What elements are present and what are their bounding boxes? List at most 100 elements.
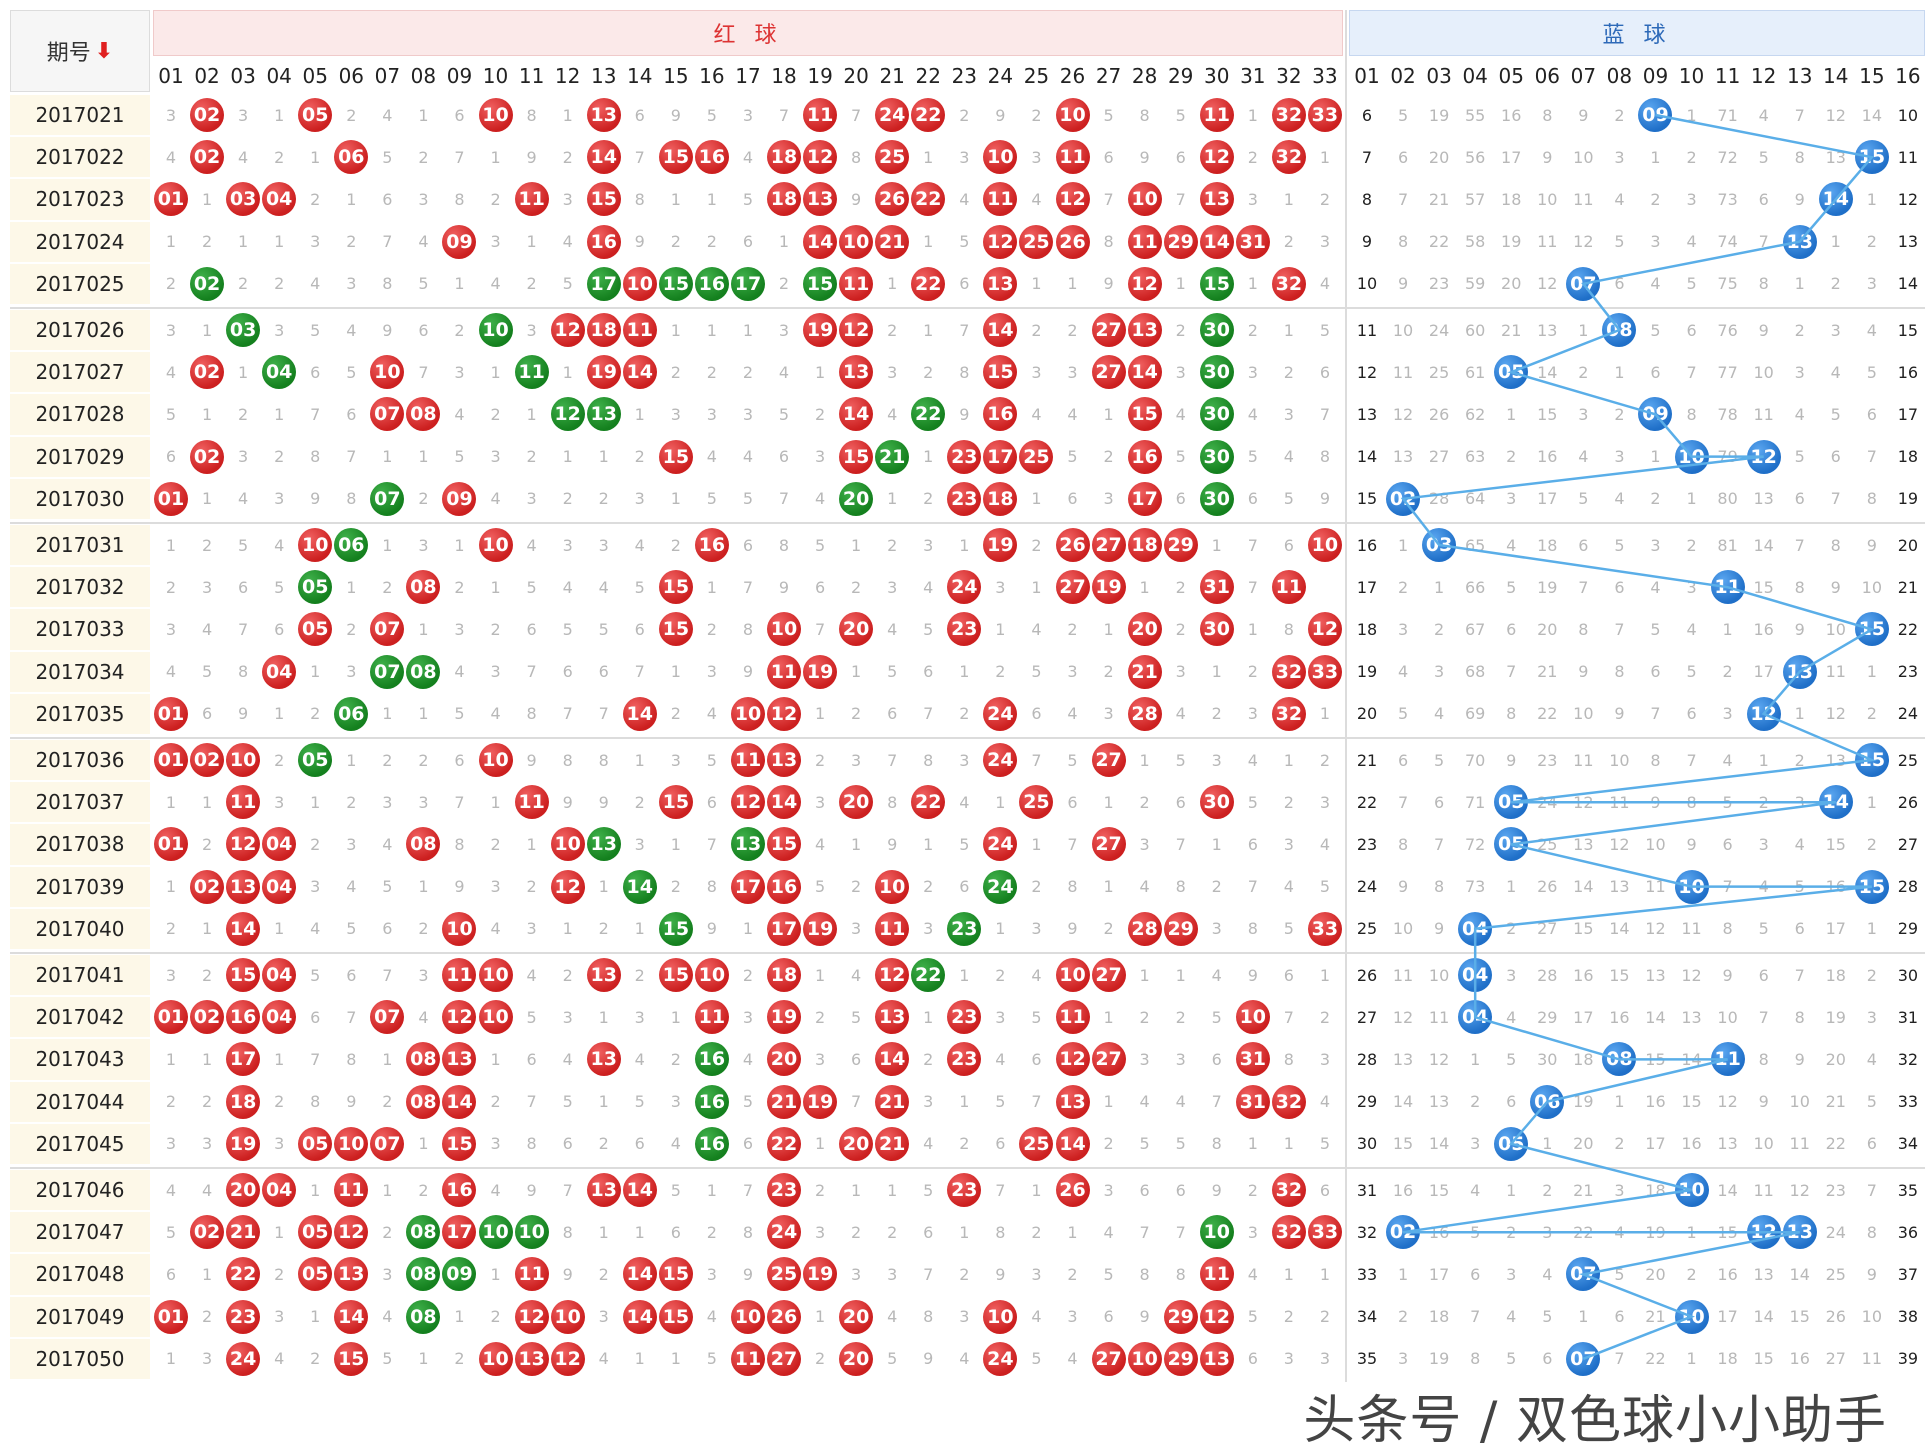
red-omission-cell: 4	[959, 792, 970, 812]
red-omission-cell: 6	[562, 662, 573, 682]
blue-omission-cell: 17	[1356, 577, 1378, 597]
red-omission-cell: 6	[1031, 704, 1042, 724]
red-omission-cell: 5	[995, 1092, 1006, 1112]
red-omission-cell: 8	[1067, 877, 1078, 897]
red-ball: 10	[442, 911, 477, 946]
red-omission-cell: 8	[454, 834, 465, 854]
red-omission-cell: 5	[1319, 877, 1330, 897]
blue-omission-cell: 4	[1686, 619, 1697, 639]
blue-omission-cell: 12	[1645, 919, 1666, 939]
red-omission-cell: 2	[1103, 447, 1114, 467]
blue-omission-cell: 11	[1753, 404, 1774, 424]
red-omission-cell: 5	[1175, 105, 1186, 125]
red-omission-cell: 2	[959, 1134, 970, 1154]
red-omission-cell: 3	[742, 1007, 754, 1027]
red-omission-cell: 3	[1067, 1307, 1078, 1327]
red-ball: 15	[658, 570, 693, 605]
blue-omission-cell: 5	[1830, 404, 1841, 424]
blue-omission-cell: 9	[1542, 147, 1553, 167]
red-omission-cell: 4	[1031, 965, 1042, 985]
blue-omission-cell: 9	[1758, 1092, 1769, 1112]
red-omission-cell: 4	[490, 919, 501, 939]
blue-omission-cell: 21	[1356, 750, 1378, 770]
blue-omission-cell: 12	[1392, 1007, 1414, 1027]
red-ball: 31	[1199, 570, 1234, 605]
red-ball: 23	[947, 612, 982, 647]
blue-omission-cell: 16	[1825, 877, 1846, 897]
red-omission-cell: 7	[310, 1049, 321, 1069]
blue-omission-cell: 3	[1614, 1180, 1625, 1200]
period-cell: 2017034	[10, 651, 150, 692]
period-header[interactable]: 期号 ⬇	[10, 10, 150, 92]
red-ball: 15	[658, 785, 693, 820]
blue-omission-cell: 9	[1794, 1049, 1805, 1069]
red-ball: 01	[154, 1000, 188, 1035]
period-cell: 2017037	[10, 782, 150, 823]
blue-omission-cell: 61	[1464, 362, 1486, 382]
repeat-number-ball: 17	[586, 266, 621, 301]
red-omission-cell: 4	[526, 535, 537, 555]
red-omission-cell: 5	[274, 577, 285, 597]
blue-omission-cell: 6	[1542, 1349, 1553, 1369]
repeat-number-ball: 16	[694, 1042, 729, 1077]
red-omission-cell: 3	[346, 834, 357, 854]
red-omission-cell: 1	[959, 1222, 970, 1242]
blue-omission-cell: 7	[1686, 750, 1697, 770]
red-omission-cell: 6	[1211, 1049, 1222, 1069]
red-omission-cell: 4	[598, 577, 609, 597]
red-omission-cell: 3	[201, 1134, 213, 1154]
blue-omission-cell: 21	[1428, 189, 1450, 209]
red-omission-cell: 5	[1175, 447, 1186, 467]
blue-omission-cell: 1	[1686, 105, 1697, 125]
red-omission-cell: 1	[274, 1049, 285, 1069]
blue-omission-cell: 73	[1464, 877, 1486, 897]
blue-omission-cell: 1	[1470, 1049, 1481, 1069]
red-omission-cell: 5	[1103, 105, 1114, 125]
blue-omission-cell: 1	[1397, 535, 1409, 555]
red-omission-cell: 3	[959, 147, 970, 167]
red-omission-cell: 6	[1175, 147, 1186, 167]
red-ball: 12	[550, 1341, 585, 1376]
red-ball: 24	[983, 1341, 1018, 1376]
red-omission-cell: 5	[1067, 750, 1078, 770]
red-ball: 24	[875, 98, 910, 132]
red-omission-cell: 1	[1175, 965, 1186, 985]
red-omission-cell: 6	[1031, 1049, 1042, 1069]
blue-omission-cell: 7	[1830, 489, 1841, 509]
red-ball: 20	[839, 785, 874, 820]
blue-omission-cell: 10	[1861, 1307, 1882, 1327]
red-ball: 15	[839, 439, 874, 474]
red-ball: 13	[803, 182, 838, 217]
red-omission-cell: 3	[1067, 662, 1078, 682]
red-ball: 04	[262, 1000, 297, 1035]
blue-omission-cell: 2	[1722, 662, 1733, 682]
red-omission-cell: 9	[1211, 1180, 1222, 1200]
red-omission-cell: 3	[238, 105, 249, 125]
sort-down-arrow-icon[interactable]: ⬇	[94, 38, 114, 64]
red-omission-cell: 2	[670, 362, 681, 382]
red-omission-cell: 8	[887, 792, 898, 812]
red-omission-cell: 8	[526, 704, 537, 724]
blue-ball: 05	[1494, 827, 1529, 862]
blue-col-header: 14	[1823, 64, 1849, 88]
red-ball: 32	[1271, 98, 1306, 132]
red-omission-cell: 2	[562, 489, 573, 509]
red-omission-cell: 9	[526, 750, 537, 770]
red-omission-cell: 4	[1211, 965, 1222, 985]
red-ball: 13	[586, 98, 621, 132]
blue-omission-cell: 4	[1506, 1307, 1517, 1327]
blue-omission-cell: 31	[1897, 1007, 1919, 1027]
blue-ball: 10	[1674, 869, 1709, 904]
red-ball: 12	[767, 696, 802, 731]
red-ball: 10	[622, 266, 657, 301]
red-omission-cell: 7	[851, 1092, 862, 1112]
red-omission-cell: 2	[1283, 232, 1294, 252]
red-omission-cell: 4	[959, 1349, 970, 1369]
repeat-number-ball: 08	[406, 1215, 441, 1250]
red-col-header: 28	[1131, 64, 1158, 88]
red-omission-cell: 8	[310, 447, 321, 467]
blue-omission-cell: 12	[1573, 232, 1594, 252]
red-ball: 04	[262, 182, 297, 217]
red-omission-cell: 2	[1319, 1307, 1330, 1327]
red-omission-cell: 4	[887, 619, 898, 639]
